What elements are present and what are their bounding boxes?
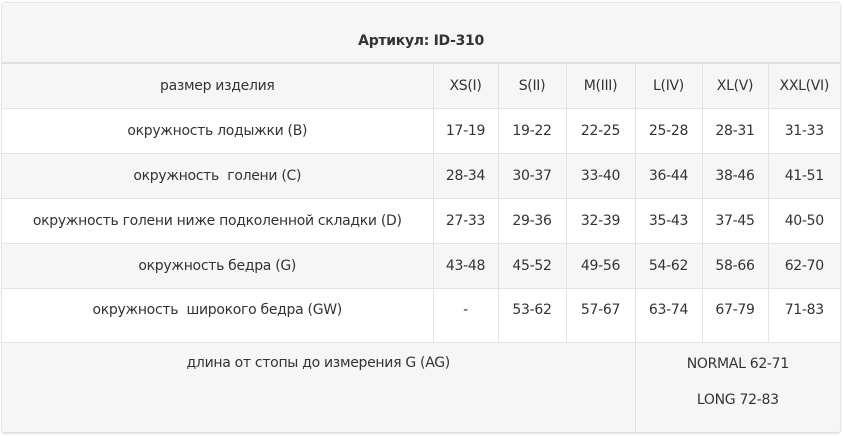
cell: 28-31 [701, 108, 769, 154]
cell: 57-67 [565, 288, 636, 343]
size-label: размер изделия [2, 62, 434, 109]
size-m: M(III) [565, 62, 636, 109]
cell: 35-43 [634, 198, 703, 244]
cell: 25-28 [634, 108, 703, 154]
cell: 27-33 [432, 198, 499, 244]
length-row: длина от стопы до измерения G (AG) NORMA… [2, 342, 840, 433]
size-xs: XS(I) [432, 62, 499, 109]
title-row: Артикул: ID-310 [2, 3, 840, 64]
cell: 54-62 [634, 243, 703, 289]
length-normal: NORMAL 62-71 [686, 356, 790, 372]
table-row: окружность голени ниже подколенной склад… [2, 198, 840, 244]
cell: 22-25 [565, 108, 636, 154]
cell: 17-19 [432, 108, 499, 154]
cell: 41-51 [767, 153, 840, 199]
cell: 43-48 [432, 243, 499, 289]
cell: 67-79 [701, 288, 769, 343]
row-label: окружность голени ниже подколенной склад… [2, 198, 434, 244]
size-s: S(II) [497, 62, 567, 109]
cell: 45-52 [497, 243, 567, 289]
table-row: окружность широкого бедра (GW) - 53-62 5… [2, 288, 840, 343]
cell: 62-70 [767, 243, 840, 289]
cell: 71-83 [767, 288, 840, 343]
article-title: Артикул: ID-310 [2, 3, 840, 64]
cell: 19-22 [497, 108, 567, 154]
cell: 36-44 [634, 153, 703, 199]
cell: 29-36 [497, 198, 567, 244]
size-table: Артикул: ID-310 размер изделия XS(I) S(I… [2, 3, 840, 433]
cell: 30-37 [497, 153, 567, 199]
cell: 40-50 [767, 198, 840, 244]
table-row: окружность бедра (G) 43-48 45-52 49-56 5… [2, 243, 840, 289]
row-label: окружность голени (C) [2, 153, 434, 199]
size-xxl: XXL(VI) [767, 62, 840, 109]
table-row: окружность голени (C) 28-34 30-37 33-40 … [2, 153, 840, 199]
row-label: окружность бедра (G) [2, 243, 434, 289]
cell: 49-56 [565, 243, 636, 289]
length-values: NORMAL 62-71 LONG 72-83 [634, 342, 840, 433]
header-row: размер изделия XS(I) S(II) M(III) L(IV) … [2, 62, 840, 109]
cell: 58-66 [701, 243, 769, 289]
cell: 28-34 [432, 153, 499, 199]
cell: 31-33 [767, 108, 840, 154]
size-l: L(IV) [634, 62, 703, 109]
length-long: LONG 72-83 [696, 392, 779, 408]
cell: - [432, 288, 499, 343]
row-label: окружность лодыжки (B) [2, 108, 434, 154]
row-label: окружность широкого бедра (GW) [2, 288, 434, 343]
cell: 53-62 [497, 288, 567, 343]
cell: 38-46 [701, 153, 769, 199]
cell: 32-39 [565, 198, 636, 244]
cell: 33-40 [565, 153, 636, 199]
size-xl: XL(V) [701, 62, 769, 109]
cell: 37-45 [701, 198, 769, 244]
cell: 63-74 [634, 288, 703, 343]
length-label: длина от стопы до измерения G (AG) [2, 342, 636, 433]
table-row: окружность лодыжки (B) 17-19 19-22 22-25… [2, 108, 840, 154]
